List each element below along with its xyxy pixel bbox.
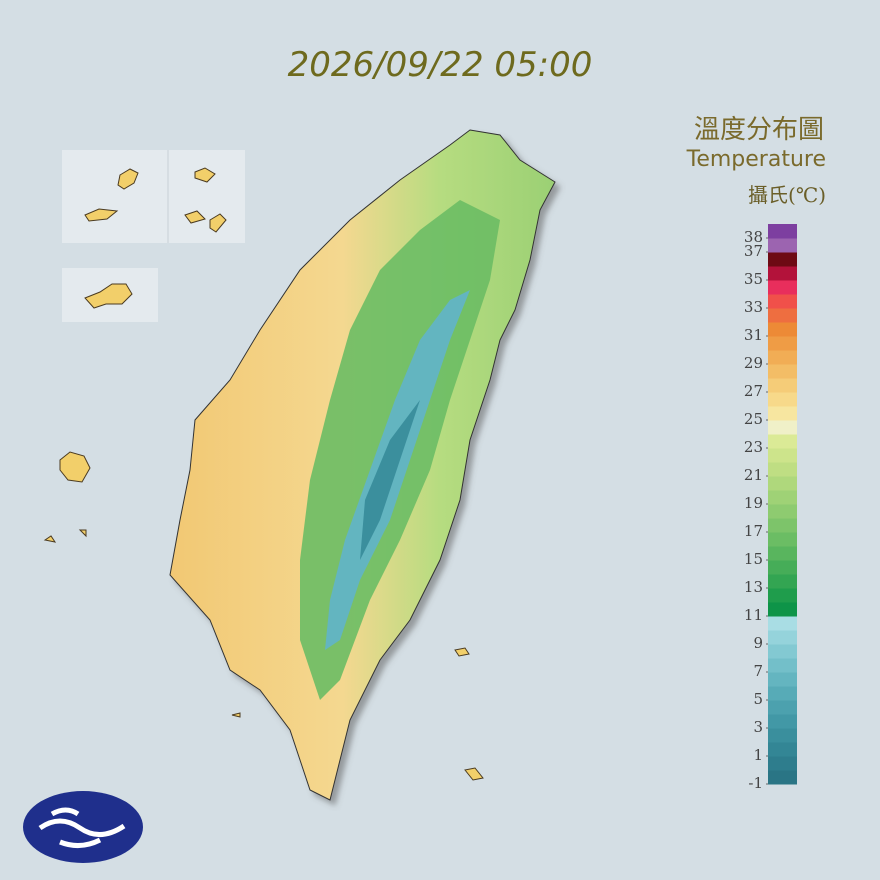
legend-subtitle: Temperature xyxy=(686,147,826,172)
legend-tick-label: 33 xyxy=(744,298,763,316)
legend-band xyxy=(768,364,797,379)
legend-band xyxy=(768,238,797,253)
legend-band xyxy=(768,560,797,575)
legend-band xyxy=(768,504,797,519)
legend-band xyxy=(768,686,797,701)
legend-band xyxy=(768,490,797,505)
legend-band xyxy=(768,336,797,351)
legend-band xyxy=(768,742,797,757)
peak-zone xyxy=(360,400,420,560)
legend-band xyxy=(768,728,797,743)
legend-band xyxy=(768,672,797,687)
legend-band xyxy=(768,252,797,267)
legend-band xyxy=(768,658,797,673)
legend-tick-label: 27 xyxy=(744,382,763,400)
legend-band xyxy=(768,532,797,547)
legend-band xyxy=(768,546,797,561)
legend-band xyxy=(768,420,797,435)
legend-band xyxy=(768,644,797,659)
legend-tick-label: 37 xyxy=(744,242,763,260)
taiwan xyxy=(169,129,556,801)
legend-tick-label: 29 xyxy=(744,354,763,372)
legend-band xyxy=(768,462,797,477)
legend-tick-label: 21 xyxy=(744,466,763,484)
legend-band xyxy=(768,392,797,407)
legend-tick-label: 25 xyxy=(744,410,763,428)
legend-band xyxy=(768,350,797,365)
legend-tick-label: 35 xyxy=(744,270,763,288)
legend-band xyxy=(768,756,797,771)
legend-band xyxy=(768,714,797,729)
legend-band xyxy=(768,770,797,785)
legend-tick-label: 7 xyxy=(753,662,763,680)
legend-tick-label: 19 xyxy=(744,494,763,512)
legend-tick-label: -1 xyxy=(748,774,763,792)
legend-tick-label: 23 xyxy=(744,438,763,456)
islands xyxy=(43,451,484,781)
legend-band xyxy=(768,266,797,281)
legend-band xyxy=(768,574,797,589)
legend-band xyxy=(768,280,797,295)
legend-band xyxy=(768,406,797,421)
legend-band xyxy=(768,700,797,715)
legend-band xyxy=(768,308,797,323)
legend-tick-label: 5 xyxy=(753,690,763,708)
legend-band xyxy=(768,630,797,645)
legend-band xyxy=(768,588,797,603)
legend-band xyxy=(768,434,797,449)
legend-tick-label: 11 xyxy=(744,606,763,624)
inset-islands xyxy=(84,283,133,309)
legend-unit: 攝氏(℃) xyxy=(748,183,826,207)
legend-band xyxy=(768,518,797,533)
legend-band xyxy=(768,322,797,337)
legend-tick-label: 17 xyxy=(744,522,763,540)
legend-band xyxy=(768,294,797,309)
legend-tick-label: 9 xyxy=(753,634,763,652)
legend-band xyxy=(768,616,797,631)
inset-islands xyxy=(84,167,227,233)
legend-title: 溫度分布圖 xyxy=(694,115,824,145)
legend-band xyxy=(768,378,797,393)
peak-zone xyxy=(325,290,470,650)
legend-band xyxy=(768,224,797,239)
timestamp: 2026/09/22 05:00 xyxy=(288,45,593,85)
legend-band xyxy=(768,602,797,617)
legend-tick-label: 13 xyxy=(744,578,763,596)
legend-tick-label: 3 xyxy=(753,718,763,736)
legend-tick-label: 15 xyxy=(744,550,763,568)
legend-tick-label: 1 xyxy=(753,746,763,764)
legend-band xyxy=(768,448,797,463)
legend-band xyxy=(768,476,797,491)
legend-tick-label: 38 xyxy=(744,228,763,246)
legend-tick-label: 31 xyxy=(744,326,763,344)
logo-waves xyxy=(38,807,126,848)
